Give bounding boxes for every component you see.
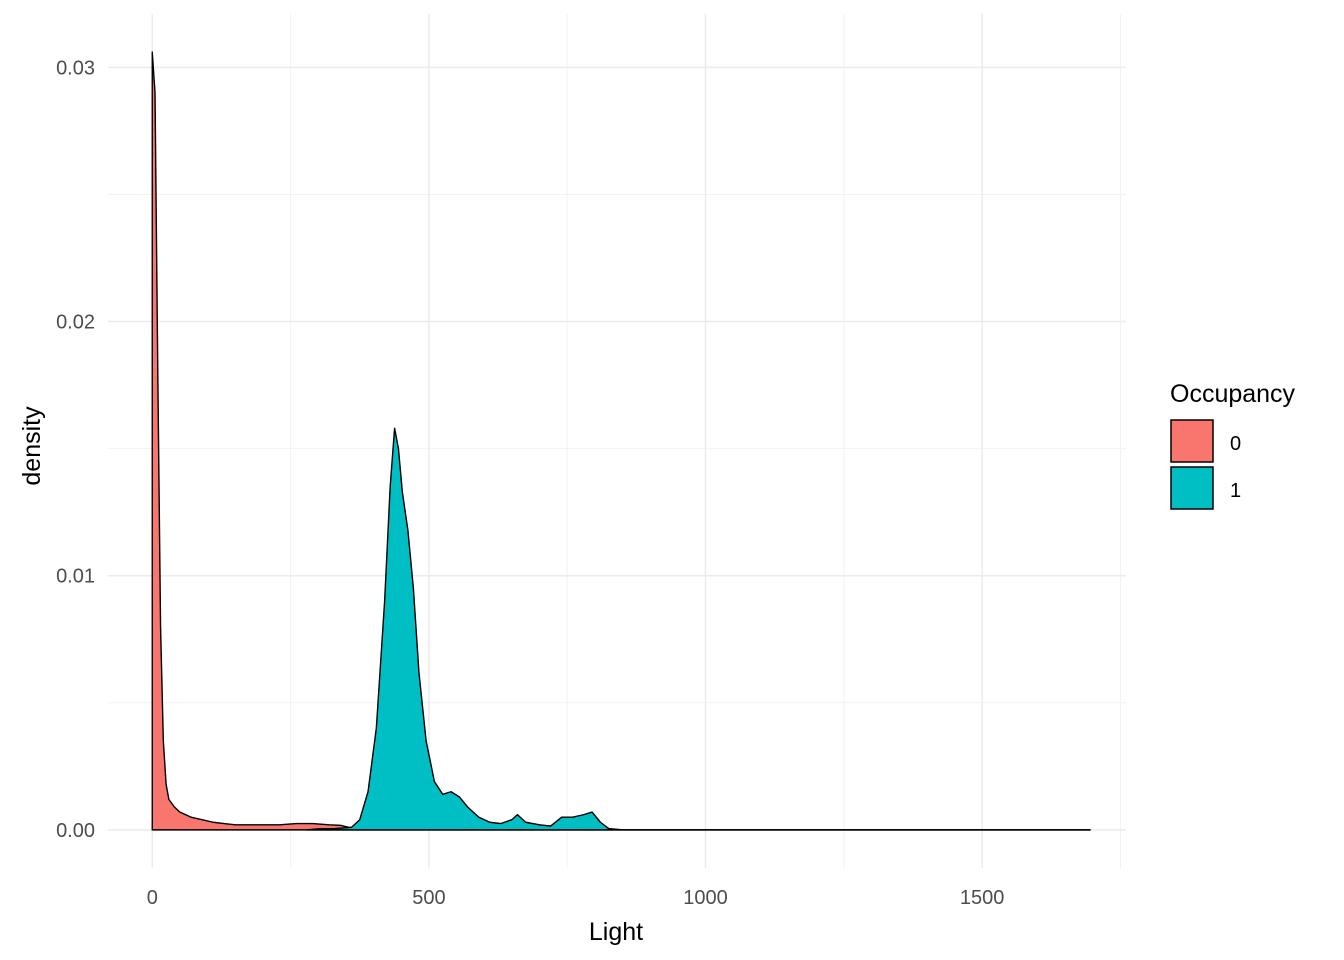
- legend-label-0: 0: [1230, 433, 1241, 455]
- grid-minor: [108, 14, 1126, 868]
- y-tick-label: 0.02: [56, 312, 95, 334]
- grid-major: [108, 14, 1126, 868]
- x-tick-label: 1000: [683, 887, 728, 909]
- y-tick-label: 0.01: [56, 566, 95, 588]
- y-tick-label: 0.03: [56, 57, 95, 79]
- x-tick-label: 500: [412, 887, 445, 909]
- legend: Occupancy 0 1: [1170, 380, 1296, 510]
- density-area-0: [151, 51, 1091, 831]
- legend-key-1: [1170, 466, 1214, 510]
- x-tick-label: 1500: [960, 887, 1005, 909]
- x-tick-labels: 0 500 1000 1500: [147, 887, 1005, 909]
- legend-label-1: 1: [1230, 480, 1241, 502]
- y-tick-labels: 0.00 0.01 0.02 0.03: [56, 57, 95, 842]
- y-tick-label: 0.00: [56, 820, 95, 842]
- legend-key-0: [1170, 419, 1214, 463]
- x-axis-title: Light: [589, 918, 643, 946]
- density-area-1: [306, 427, 1091, 831]
- density-areas: [151, 51, 1091, 831]
- x-tick-label: 0: [147, 887, 158, 909]
- y-axis-title: density: [18, 406, 46, 486]
- legend-title: Occupancy: [1170, 380, 1296, 408]
